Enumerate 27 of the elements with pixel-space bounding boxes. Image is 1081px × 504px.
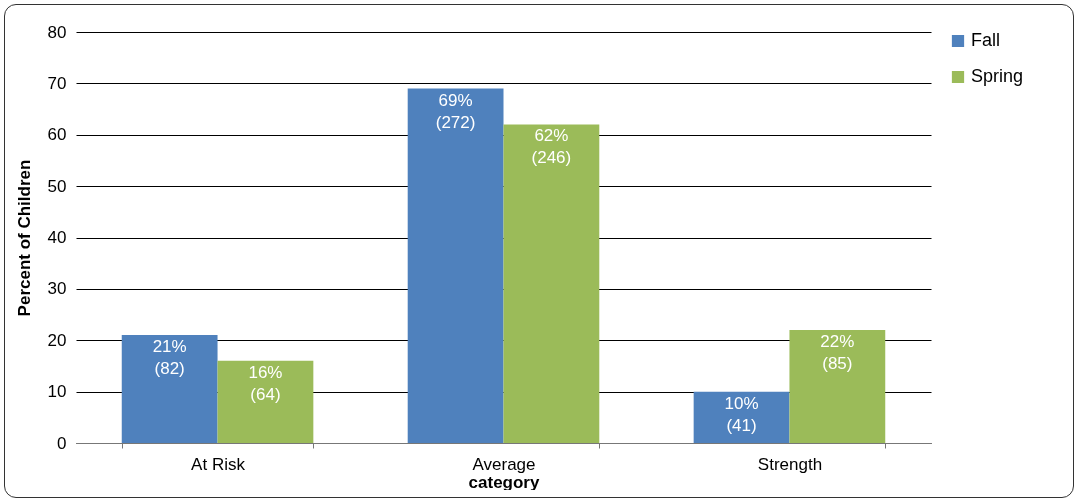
bar xyxy=(693,391,790,443)
data-label: 62% (246) xyxy=(531,126,572,168)
y-tick-label: 20 xyxy=(47,330,67,350)
bar xyxy=(407,88,504,443)
y-tick-label: 50 xyxy=(47,176,67,196)
bar xyxy=(217,360,314,443)
bar xyxy=(121,335,218,443)
data-label: 21% (82) xyxy=(152,337,187,379)
y-tick-label: 40 xyxy=(47,228,67,247)
legend-label: Fall xyxy=(971,30,1001,50)
y-axis-title: Percent of Children xyxy=(14,159,34,317)
data-label: 10% (41) xyxy=(724,393,759,435)
y-tick-label: 60 xyxy=(47,125,67,145)
bar xyxy=(789,329,886,443)
data-label: 69% (272) xyxy=(435,90,476,132)
y-tick-label: 10 xyxy=(47,382,67,402)
y-tick-label: 30 xyxy=(47,279,67,299)
y-tick-label: 0 xyxy=(57,433,67,453)
x-tick-label: Strength xyxy=(757,454,823,474)
x-tick-label: Average xyxy=(472,454,536,474)
data-label: 22% (85) xyxy=(820,331,855,373)
y-tick-label: 80 xyxy=(47,22,67,42)
bar xyxy=(503,124,600,443)
data-label: 16% (64) xyxy=(248,362,283,404)
x-tick-label: At Risk xyxy=(191,454,246,474)
legend-label: Spring xyxy=(971,66,1024,86)
y-tick-label: 70 xyxy=(47,73,67,93)
